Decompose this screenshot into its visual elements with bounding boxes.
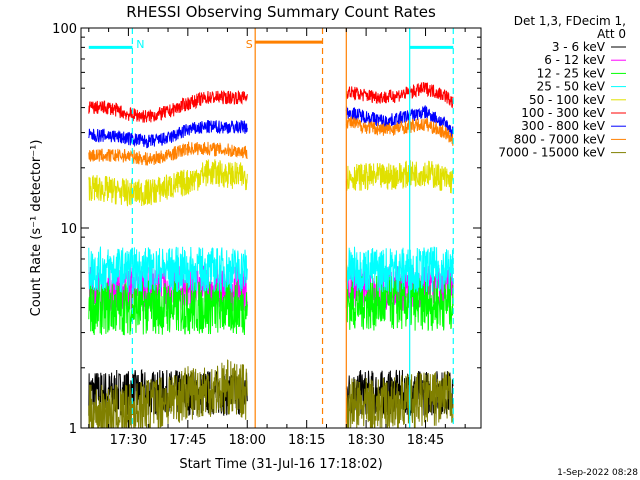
annotation-0: N	[88, 28, 144, 428]
x-tick-label-4: 18:30	[347, 433, 384, 448]
series-6	[88, 105, 454, 149]
y-tick-label-2: 100	[52, 22, 77, 37]
series-7	[88, 116, 454, 166]
series-line-3-seg-1	[345, 246, 454, 293]
series-line-6-seg-0	[88, 120, 248, 149]
legend-label-7: 800 - 7000 keV	[514, 132, 606, 146]
series-line-7-seg-1	[345, 116, 454, 146]
legend-label-1: 6 - 12 keV	[544, 53, 606, 67]
series-4	[88, 159, 454, 207]
annotation-1: S	[246, 28, 324, 428]
annotation-3	[409, 28, 454, 428]
legend-label-3: 25 - 50 keV	[537, 80, 606, 94]
series-line-4-seg-0	[88, 159, 248, 207]
series-3	[88, 246, 454, 294]
series-line-3-seg-0	[88, 246, 248, 294]
x-axis-label: Start Time (31-Jul-16 17:18:02)	[179, 457, 382, 472]
x-tick-label-5: 18:45	[407, 433, 444, 448]
legend-label-6: 300 - 800 keV	[521, 119, 605, 133]
y-tick-label-0: 1	[69, 422, 77, 437]
chart-title: RHESSI Observing Summary Count Rates	[126, 3, 436, 21]
x-tick-label-3: 18:15	[288, 433, 325, 448]
annotation-label-1: S	[246, 38, 253, 51]
series-line-6-seg-1	[345, 105, 454, 138]
series-line-8-seg-1	[345, 371, 454, 428]
legend-header-line-2: Att 0	[597, 27, 626, 41]
legend-label-0: 3 - 6 keV	[552, 40, 606, 54]
y-axis-label: Count Rate (s⁻¹ detector⁻¹)	[29, 140, 44, 317]
x-tick-label-0: 17:30	[110, 433, 147, 448]
legend-header-line-1: Det 1,3, FDecim 1,	[514, 14, 626, 28]
y-tick-label-1: 10	[60, 222, 77, 237]
x-tick-label-1: 17:45	[169, 433, 206, 448]
annotation-label-0: N	[136, 38, 144, 51]
series-line-5-seg-0	[88, 90, 248, 123]
legend-label-4: 50 - 100 keV	[529, 93, 606, 107]
legend-label-2: 12 - 25 keV	[537, 66, 606, 80]
series-line-2-seg-1	[345, 275, 454, 331]
series-5	[88, 82, 454, 123]
series-line-7-seg-0	[88, 141, 248, 166]
series-line-4-seg-1	[345, 160, 454, 194]
series-line-5-seg-1	[345, 82, 454, 109]
x-tick-label-2: 18:00	[229, 433, 266, 448]
legend-label-5: 100 - 300 keV	[521, 106, 605, 120]
legend-label-8: 7000 - 15000 keV	[498, 146, 605, 160]
footer-date: 1-Sep-2022 08:28	[557, 468, 638, 478]
